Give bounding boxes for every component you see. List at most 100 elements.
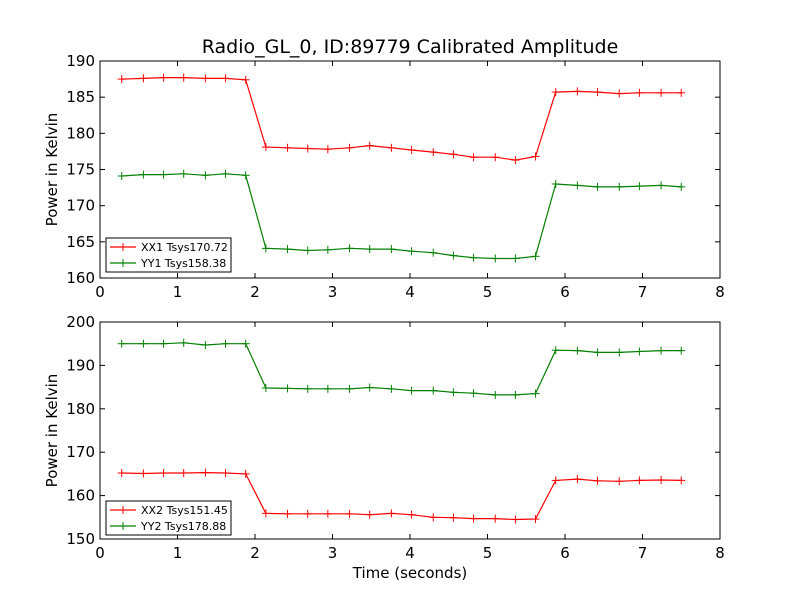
data-point-marker [303, 144, 312, 153]
data-point-marker [201, 171, 210, 180]
y-tick-label: 160 [66, 269, 95, 287]
data-point-marker [261, 509, 270, 518]
data-point-marker [593, 88, 602, 97]
data-point-marker [511, 515, 520, 524]
data-point-marker [221, 169, 230, 178]
data-point-marker [201, 341, 210, 350]
x-tick-label: 1 [173, 544, 183, 562]
legend-label: XX1 Tsys170.72 [141, 241, 228, 254]
data-point-marker [511, 390, 520, 399]
legend-label: YY1 Tsys158.38 [140, 257, 226, 270]
data-point-marker [221, 469, 230, 478]
data-point-marker [407, 247, 416, 256]
data-point-marker [283, 384, 292, 393]
x-tick-label: 7 [638, 544, 648, 562]
data-point-marker [491, 514, 500, 523]
data-point-marker [615, 182, 624, 191]
data-point-marker [387, 143, 396, 152]
data-point-marker [511, 156, 520, 165]
data-point-marker [323, 384, 332, 393]
y-tick-label: 175 [66, 161, 95, 179]
x-tick-label: 3 [328, 544, 338, 562]
y-tick-label: 170 [66, 443, 95, 461]
y-tick-label: 180 [66, 400, 95, 418]
y-axis-label: Power in Kelvin [43, 374, 61, 488]
data-point-marker [573, 346, 582, 355]
legend-label: XX2 Tsys151.45 [141, 504, 228, 517]
data-point-marker [303, 384, 312, 393]
data-point-marker [491, 153, 500, 162]
data-point-marker [677, 182, 686, 191]
data-point-marker [159, 469, 168, 478]
data-point-marker [677, 88, 686, 97]
data-point-marker [261, 244, 270, 253]
data-point-marker [657, 346, 666, 355]
data-point-marker [593, 348, 602, 357]
data-point-marker [365, 141, 374, 150]
data-point-marker [365, 245, 374, 254]
data-point-marker [241, 75, 250, 84]
data-point-marker [139, 469, 148, 478]
series-line [121, 471, 682, 521]
data-point-marker [241, 469, 250, 478]
data-point-marker [593, 476, 602, 485]
data-point-marker [323, 245, 332, 254]
data-point-marker [303, 246, 312, 255]
data-point-marker [283, 509, 292, 518]
data-point-marker [303, 509, 312, 518]
data-point-marker [387, 384, 396, 393]
data-point-marker [531, 252, 540, 261]
data-point-marker [531, 389, 540, 398]
data-point-marker [139, 74, 148, 83]
y-tick-label: 200 [66, 313, 95, 331]
data-point-marker [179, 469, 188, 478]
data-point-marker [429, 248, 438, 257]
data-point-marker [345, 244, 354, 253]
data-point-marker [469, 253, 478, 262]
x-tick-label: 5 [483, 544, 493, 562]
data-point-marker [429, 148, 438, 157]
y-tick-label: 150 [66, 530, 95, 548]
data-point-marker [657, 181, 666, 190]
data-point-marker [449, 388, 458, 397]
legend-label: YY2 Tsys178.88 [140, 520, 226, 533]
data-point-marker [323, 509, 332, 518]
data-point-marker [635, 476, 644, 485]
x-tick-label: 4 [405, 544, 415, 562]
data-point-marker [139, 339, 148, 348]
data-point-marker [323, 145, 332, 154]
y-tick-label: 160 [66, 487, 95, 505]
data-point-marker [201, 468, 210, 477]
data-point-marker [429, 386, 438, 395]
data-point-marker [407, 386, 416, 395]
data-point-marker [117, 172, 126, 181]
series-line [121, 76, 682, 161]
data-point-marker [283, 143, 292, 152]
data-point-marker [179, 338, 188, 347]
x-tick-label: 2 [250, 544, 260, 562]
data-point-marker [593, 182, 602, 191]
data-point-marker [469, 514, 478, 523]
data-point-marker [201, 74, 210, 83]
data-point-marker [573, 181, 582, 190]
data-point-marker [531, 515, 540, 524]
data-point-marker [407, 145, 416, 154]
data-point-marker [469, 153, 478, 162]
data-point-marker [635, 182, 644, 191]
data-point-marker [365, 510, 374, 519]
x-tick-label: 3 [328, 283, 338, 301]
data-point-marker [407, 510, 416, 519]
top-subplot: 0 1 2 3 4 5 6 7 8 160 165 170 175 180 185 190 Power in K… [43, 52, 725, 301]
data-point-marker [657, 88, 666, 97]
data-point-marker [283, 245, 292, 254]
data-point-marker [261, 383, 270, 392]
x-tick-label: 6 [560, 544, 570, 562]
x-tick-label: 2 [250, 283, 260, 301]
data-point-marker [387, 245, 396, 254]
data-point-marker [491, 390, 500, 399]
data-point-marker [117, 469, 126, 478]
data-point-marker [345, 384, 354, 393]
data-point-marker [449, 513, 458, 522]
data-point-marker [221, 339, 230, 348]
